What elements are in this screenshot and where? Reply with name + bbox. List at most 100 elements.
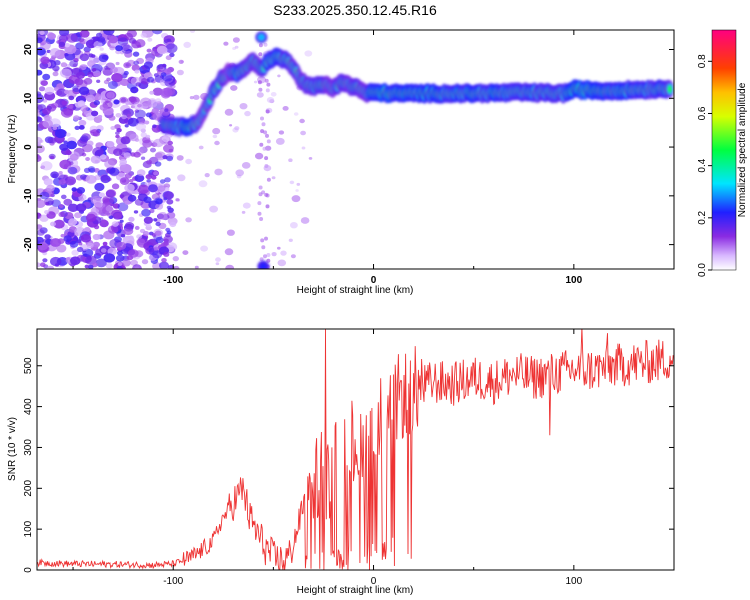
- noise-blob: [58, 179, 67, 185]
- noise-blob: [91, 110, 99, 117]
- noise-blob: [50, 256, 62, 267]
- noise-blob: [40, 262, 46, 268]
- noise-blob: [264, 156, 269, 161]
- noise-blob: [42, 73, 51, 81]
- noise-blob: [293, 112, 299, 116]
- y-tick-label: 0: [23, 567, 34, 573]
- noise-blob: [209, 205, 219, 213]
- noise-blob: [288, 158, 293, 162]
- noise-blob: [261, 122, 266, 127]
- noise-blob: [264, 236, 268, 241]
- noise-blob: [295, 189, 299, 192]
- noise-blob: [166, 155, 174, 162]
- noise-blob: [151, 107, 159, 114]
- noise-blob: [140, 97, 152, 107]
- noise-blob: [165, 43, 178, 54]
- noise-blob: [54, 60, 61, 66]
- noise-blob: [83, 46, 91, 53]
- noise-blob: [39, 214, 49, 222]
- noise-blob: [37, 224, 43, 230]
- y-tick-label: 200: [23, 480, 34, 497]
- noise-blob: [58, 204, 64, 208]
- noise-blob: [37, 144, 45, 154]
- noise-blob: [109, 45, 116, 51]
- noise-blob: [50, 238, 62, 247]
- noise-blob: [85, 213, 97, 222]
- noise-blob: [234, 126, 240, 131]
- noise-blob: [42, 99, 48, 103]
- noise-blob: [153, 73, 159, 78]
- noise-blob: [175, 198, 180, 202]
- noise-blob: [234, 45, 239, 49]
- noise-blob: [144, 120, 150, 125]
- noise-blob: [75, 203, 87, 212]
- noise-blob: [99, 154, 107, 160]
- noise-blob: [97, 36, 106, 43]
- noise-blob: [117, 37, 129, 46]
- noise-blob: [136, 169, 146, 177]
- noise-blob: [104, 159, 115, 169]
- noise-blob: [71, 249, 79, 256]
- noise-blob: [116, 241, 127, 250]
- noise-blob: [47, 32, 56, 40]
- noise-blob: [226, 229, 235, 236]
- noise-blob: [79, 104, 89, 112]
- noise-blob: [86, 242, 94, 249]
- noise-blob: [88, 53, 94, 58]
- noise-blob: [155, 98, 162, 103]
- colorbar-tick-label: 0.4: [697, 158, 708, 172]
- colorbar-ticks: 0.0 0.2 0.4 0.6 0.8: [697, 54, 712, 277]
- noise-blob: [134, 109, 146, 119]
- noise-blob: [258, 43, 263, 48]
- noise-blob: [56, 88, 67, 97]
- noise-blob: [97, 114, 103, 119]
- noise-blob: [64, 89, 70, 95]
- noise-blob: [271, 176, 276, 180]
- noise-blob: [98, 192, 105, 198]
- noise-blob: [87, 264, 94, 269]
- snr-series-line: [37, 329, 674, 570]
- y-tick-label: 400: [23, 398, 34, 415]
- noise-blob: [85, 175, 97, 184]
- y-tick-label: -10: [23, 188, 34, 203]
- noise-blob: [282, 106, 289, 111]
- noise-blob: [69, 60, 79, 68]
- noise-blob: [166, 199, 174, 205]
- noise-blob: [163, 144, 174, 153]
- noise-blob: [257, 211, 262, 216]
- noise-blob: [134, 266, 140, 269]
- noise-blob: [69, 240, 79, 248]
- noise-blob: [111, 183, 120, 190]
- noise-blob: [37, 241, 49, 251]
- noise-blob: [142, 231, 150, 236]
- noise-blob: [163, 86, 176, 97]
- noise-blob: [143, 216, 153, 224]
- noise-blob: [266, 253, 271, 257]
- noise-blob: [131, 64, 140, 72]
- noise-blob: [263, 42, 268, 47]
- noise-blob: [155, 198, 163, 205]
- snr-ticks: -100 0 100 0 100 200 300 400 500: [23, 329, 675, 587]
- noise-blob: [111, 221, 119, 227]
- noise-blob: [163, 252, 170, 257]
- noise-blob: [100, 174, 111, 184]
- noise-blob: [145, 112, 152, 118]
- noise-blob: [123, 62, 132, 69]
- noise-blob: [74, 212, 82, 219]
- noise-blob: [92, 147, 104, 157]
- noise-blob: [76, 71, 86, 79]
- noise-blob: [290, 222, 298, 229]
- noise-blob: [153, 218, 158, 222]
- colorbar-frame: [711, 29, 737, 271]
- noise-blob: [103, 30, 115, 36]
- noise-blob: [63, 140, 68, 145]
- noise-blob: [146, 179, 151, 183]
- noise-blob: [129, 179, 134, 183]
- noise-blob: [260, 238, 265, 243]
- noise-blob: [49, 48, 61, 57]
- noise-blob: [102, 241, 108, 246]
- noise-blob: [133, 60, 140, 66]
- noise-blob: [60, 233, 66, 238]
- noise-blob: [117, 262, 123, 266]
- noise-blob: [61, 108, 73, 118]
